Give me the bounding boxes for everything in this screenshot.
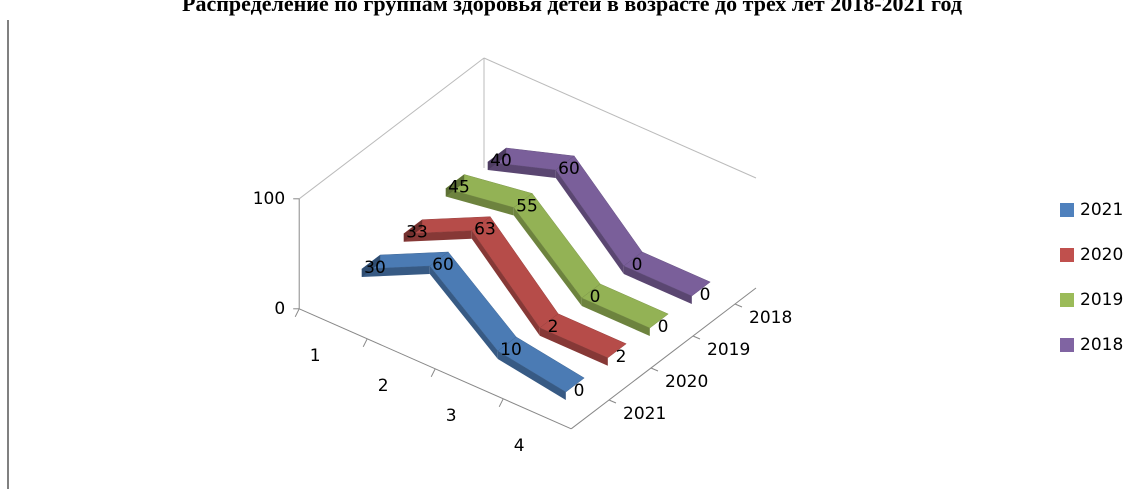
x-tick-label: 4 <box>514 436 525 456</box>
ribbon-end <box>487 148 507 170</box>
ribbon-side <box>445 188 514 216</box>
data-label: 0 <box>574 381 585 401</box>
ribbon-side <box>361 266 430 277</box>
data-label: 0 <box>632 255 643 275</box>
depth-label: 2018 <box>749 308 792 328</box>
y-tick-label: 100 <box>253 189 285 209</box>
depth-label: 2021 <box>623 404 666 424</box>
wall-edge <box>298 57 485 200</box>
x-tick <box>294 308 300 318</box>
ribbon-side <box>623 266 692 304</box>
wall-edge <box>483 57 757 179</box>
ribbon-end <box>361 255 381 277</box>
data-label: 60 <box>432 255 454 275</box>
data-label: 45 <box>448 178 470 198</box>
depth-label: 2020 <box>665 372 708 392</box>
data-label: 30 <box>364 258 386 278</box>
legend-label: 2020 <box>1080 245 1123 265</box>
ribbon-side <box>471 230 540 336</box>
legend-label: 2021 <box>1080 200 1123 220</box>
data-label: 60 <box>558 159 580 179</box>
ribbon-end <box>445 174 465 197</box>
data-label: 0 <box>700 285 711 305</box>
ribbon-end <box>403 219 423 242</box>
chart-title: Распределение по группам здоровья детей … <box>182 0 962 16</box>
data-label: 10 <box>500 340 522 360</box>
legend-swatch <box>1060 203 1074 217</box>
data-label: 2 <box>548 317 559 337</box>
depth-axis <box>570 287 757 430</box>
ribbon-side <box>581 298 650 336</box>
data-label: 0 <box>590 287 601 307</box>
ribbon-side <box>429 266 498 359</box>
ribbon-side <box>539 327 608 366</box>
x-tick <box>362 338 368 348</box>
data-label: 55 <box>516 197 538 217</box>
legend-label: 2018 <box>1080 335 1123 355</box>
data-label: 0 <box>658 317 669 337</box>
depth-tick <box>608 399 617 404</box>
data-label: 63 <box>474 220 496 240</box>
data-label: 40 <box>490 151 512 171</box>
data-label: 2 <box>616 347 627 367</box>
legend-label: 2019 <box>1080 290 1123 310</box>
ribbon-side <box>555 170 624 274</box>
depth-tick <box>692 335 701 340</box>
x-tick-label: 2 <box>378 376 389 396</box>
ribbon-side <box>513 207 582 306</box>
data-label: 33 <box>406 223 428 243</box>
x-tick <box>430 368 436 378</box>
y-tick-label: 0 <box>274 299 285 319</box>
x-tick-label: 1 <box>310 346 321 366</box>
ribbon-side <box>487 162 556 178</box>
depth-tick <box>734 303 743 308</box>
legend-swatch <box>1060 338 1074 352</box>
legend-swatch <box>1060 248 1074 262</box>
depth-label: 2019 <box>707 340 750 360</box>
x-tick-label: 3 <box>446 406 457 426</box>
depth-tick <box>650 367 659 372</box>
x-tick <box>498 398 504 408</box>
ribbon-side <box>403 230 472 242</box>
ribbon-side <box>497 351 566 400</box>
legend-swatch <box>1060 293 1074 307</box>
